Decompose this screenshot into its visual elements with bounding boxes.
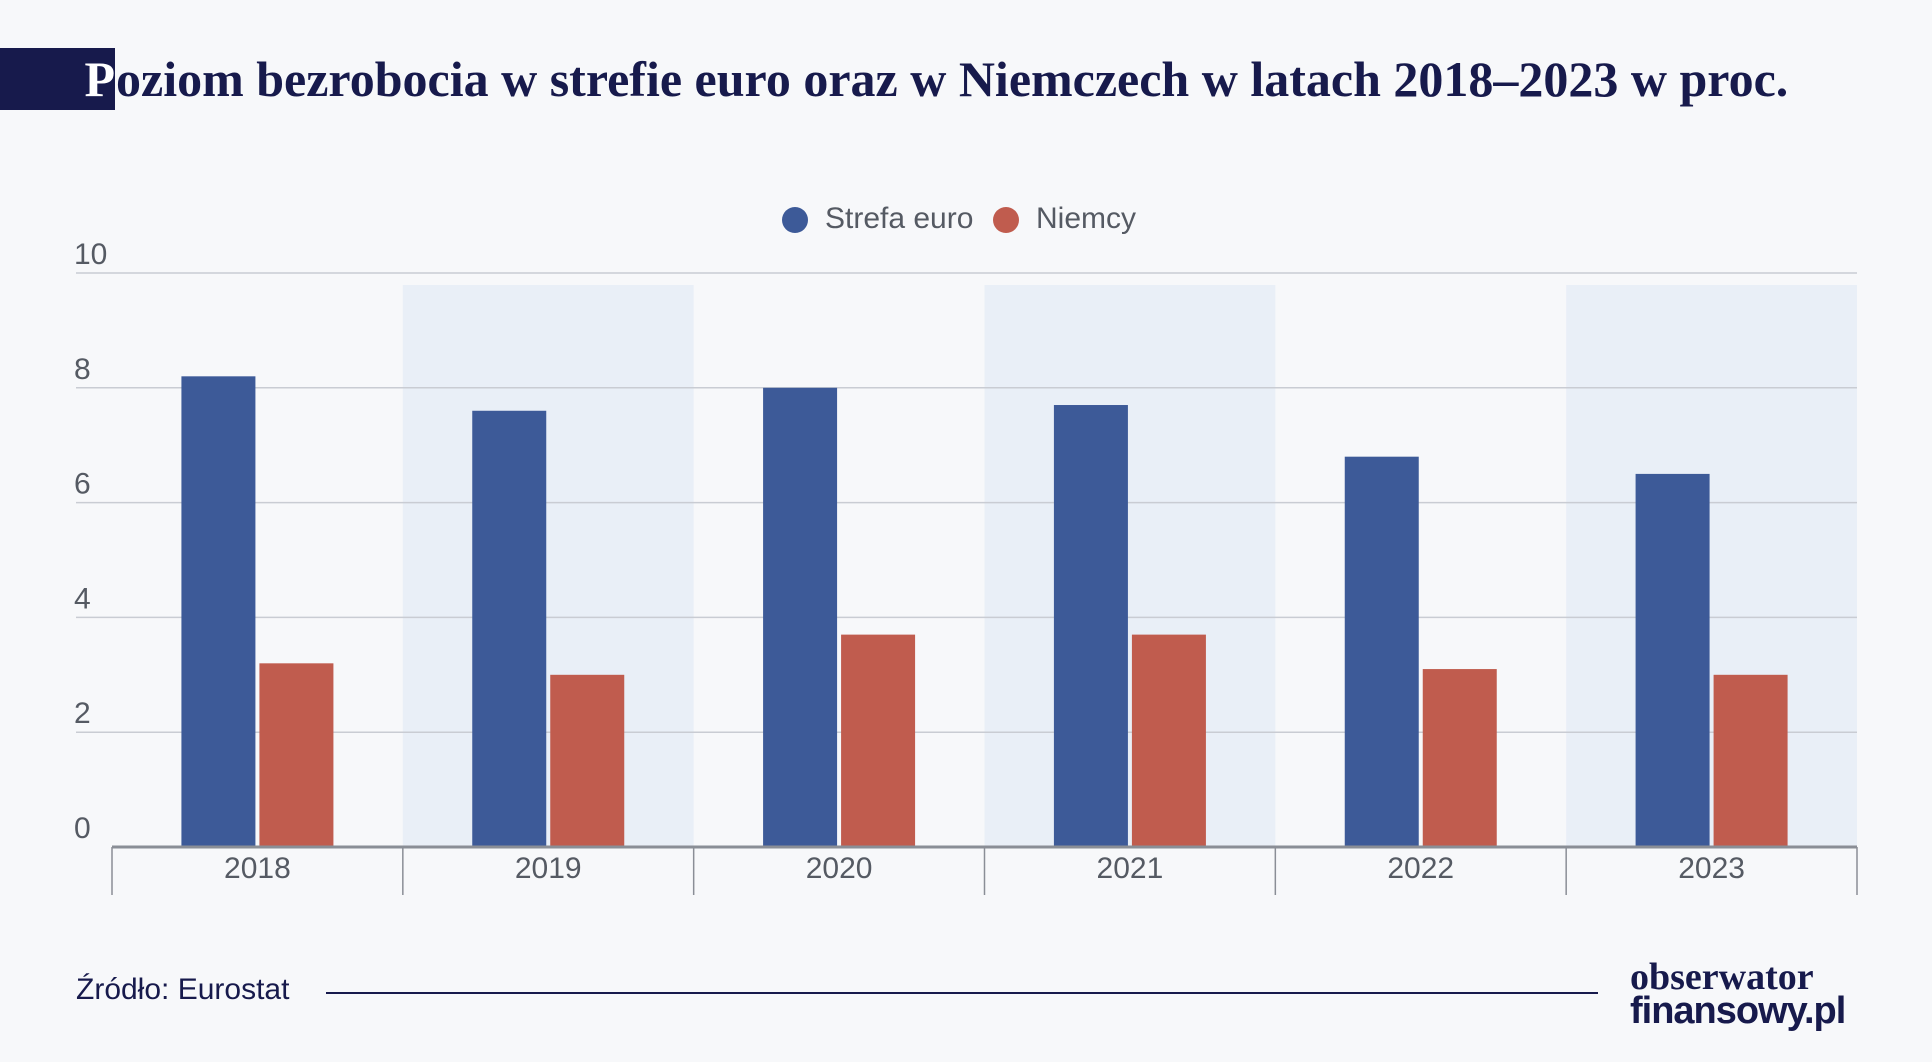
title-first-letter: P (84, 51, 115, 107)
column-bands (402, 285, 1857, 847)
bar-niemcy (1131, 634, 1206, 847)
x-axis: 2018 2019 2020 2021 2022 2023 (111, 845, 1858, 895)
bar-niemcy (550, 674, 625, 847)
publisher-logo: obserwator finansowy.pl (1630, 958, 1870, 1030)
bar-strefa-euro (763, 387, 838, 847)
source-note: Źródło: Eurostat (76, 973, 290, 1006)
bars (181, 376, 1788, 847)
legend: Strefa euro Niemcy (782, 202, 1136, 235)
legend-marker (993, 207, 1019, 233)
bar-strefa-euro (1344, 456, 1419, 847)
x-tick-label: 2018 (224, 852, 291, 885)
footer-divider (326, 992, 1598, 994)
x-tick-label: 2023 (1678, 852, 1745, 885)
bar-strefa-euro (1053, 405, 1128, 847)
y-tick-label: 6 (74, 468, 91, 501)
bar-niemcy (1713, 674, 1788, 847)
x-tick-label: 2020 (806, 852, 873, 885)
title-accent-box: P (0, 48, 115, 110)
legend-label: Niemcy (1036, 202, 1136, 235)
logo-line1: obserwator (1630, 956, 1814, 998)
bar-strefa-euro (472, 410, 547, 847)
legend-marker (782, 207, 808, 233)
gridlines: 0 2 4 6 8 10 (74, 238, 1857, 845)
bar-niemcy (1422, 669, 1497, 847)
y-tick-label: 2 (74, 697, 91, 730)
column-band (1566, 285, 1857, 847)
logo-line2: finansowy.pl (1630, 990, 1846, 1032)
y-tick-label: 0 (74, 812, 91, 845)
x-tick-label: 2022 (1387, 852, 1454, 885)
y-tick-label: 10 (74, 238, 107, 271)
bar-niemcy (259, 663, 334, 847)
x-tick-label: 2019 (515, 852, 582, 885)
bar-strefa-euro (181, 376, 256, 847)
bar-strefa-euro (1635, 473, 1710, 847)
legend-label: Strefa euro (825, 202, 973, 235)
column-band (402, 285, 694, 847)
column-band (984, 285, 1276, 847)
y-tick-label: 4 (74, 582, 91, 615)
bar-niemcy (841, 634, 916, 847)
chart-title: P oziom bezrobocia w strefie euro oraz w… (0, 48, 1788, 110)
title-text: oziom bezrobocia w strefie euro oraz w N… (116, 51, 1789, 107)
x-tick-label: 2021 (1097, 852, 1164, 885)
y-tick-label: 8 (74, 353, 91, 386)
